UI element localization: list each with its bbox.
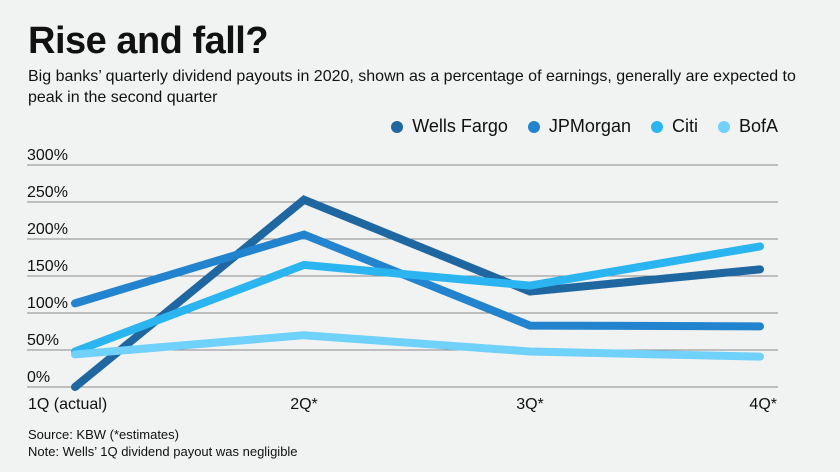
y-tick-label: 0% xyxy=(27,369,50,386)
legend-item-citi: Citi xyxy=(650,116,698,137)
x-tick-label: 4Q* xyxy=(749,396,777,413)
chart-subtitle: Big banks’ quarterly dividend payouts in… xyxy=(28,68,796,106)
y-tick-label: 100% xyxy=(27,295,68,312)
series-line-wells-fargo xyxy=(71,195,764,391)
x-tick-label: 3Q* xyxy=(516,396,544,413)
y-tick-label: 300% xyxy=(27,147,68,164)
chart-title: Rise and fall? xyxy=(28,20,269,62)
y-tick-label: 250% xyxy=(27,184,68,201)
legend-label: Citi xyxy=(671,116,698,136)
legend-swatch xyxy=(391,120,404,133)
series-line-jpmorgan xyxy=(71,230,764,331)
series-line-bofa xyxy=(71,331,764,361)
legend-swatch xyxy=(717,120,730,133)
legend-item-bofa: BofA xyxy=(717,116,778,137)
x-tick-label: 1Q (actual) xyxy=(28,396,107,413)
legend-swatch xyxy=(527,120,540,133)
y-tick-label: 200% xyxy=(27,221,68,238)
footnote: Note: Wells’ 1Q dividend payout was negl… xyxy=(28,444,298,459)
legend-label: JPMorgan xyxy=(548,116,631,136)
legend-item-wells-fargo: Wells Fargo xyxy=(391,116,508,137)
source-note: Source: KBW (*estimates) xyxy=(28,427,179,442)
legend-label: Wells Fargo xyxy=(412,116,508,136)
legend: Wells Fargo JPMorgan Citi BofA xyxy=(391,116,778,137)
y-tick-label: 150% xyxy=(27,258,68,275)
y-tick-label: 50% xyxy=(27,332,59,349)
x-tick-label: 2Q* xyxy=(290,396,318,413)
series-line-citi xyxy=(71,242,764,356)
legend-item-jpmorgan: JPMorgan xyxy=(527,116,631,137)
legend-swatch xyxy=(650,120,663,133)
legend-label: BofA xyxy=(738,116,778,136)
